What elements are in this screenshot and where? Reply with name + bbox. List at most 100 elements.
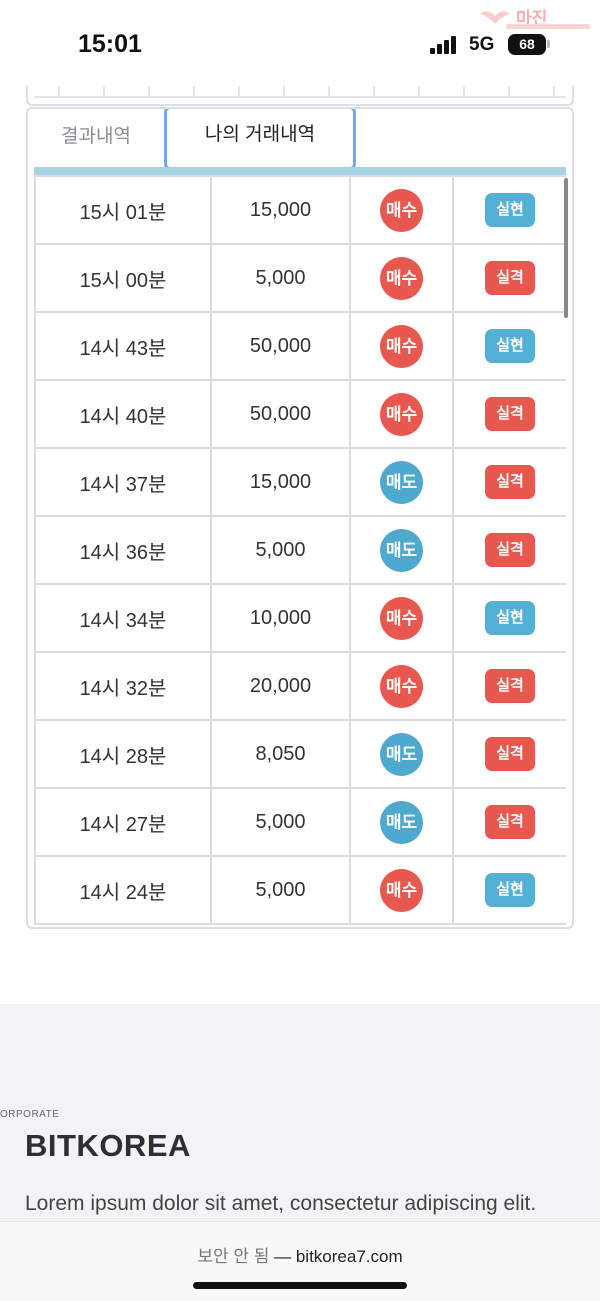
trade-result-cell: 실격: [452, 379, 566, 449]
trade-result-cell: 실격: [452, 787, 566, 857]
sell-badge: 매도: [380, 460, 423, 504]
failed-badge: 실격: [485, 397, 535, 431]
cellular-signal-icon: [430, 36, 462, 54]
trade-time: 15시 00분: [34, 243, 212, 313]
trade-type-cell: 매수: [349, 651, 454, 721]
trade-time: 14시 27분: [34, 787, 212, 857]
table-scrollbar[interactable]: [564, 178, 568, 318]
trade-result-cell: 실격: [452, 651, 566, 721]
trade-result-cell: 실격: [452, 447, 566, 517]
url-separator: —: [274, 1247, 292, 1266]
trade-time: 14시 34분: [34, 583, 212, 653]
status-bar: 15:01 5G 68 마진: [0, 0, 600, 90]
home-indicator[interactable]: [193, 1282, 407, 1289]
trade-type-cell: 매수: [349, 855, 454, 925]
buy-badge: 매수: [380, 324, 423, 368]
trade-table-scroll[interactable]: 15시 01분 15,000 매수 실현 15시 00분 5,000 매수 실격 14시 43분…: [34, 175, 566, 927]
trade-amount: 50,000: [210, 379, 351, 449]
previous-table-remnant: [26, 86, 574, 106]
trade-time: 14시 40분: [34, 379, 212, 449]
buy-badge: 매수: [380, 188, 423, 232]
table-row: 15시 01분 15,000 매수 실현: [34, 175, 566, 245]
clock: 15:01: [78, 30, 142, 58]
trade-type-cell: 매수: [349, 379, 454, 449]
wing-icon: [480, 11, 510, 24]
buy-badge: 매수: [380, 256, 423, 300]
table-row: 14시 40분 50,000 매수 실격: [34, 379, 566, 449]
brand-name: BITKOREA: [25, 1128, 191, 1163]
failed-badge: 실격: [485, 669, 535, 703]
trade-result-cell: 실현: [452, 855, 566, 925]
insecure-label: 보안 안 됨: [197, 1247, 270, 1266]
trade-amount: 5,000: [210, 515, 351, 585]
realized-badge: 실현: [485, 873, 535, 907]
table-header-stripe: [34, 167, 566, 175]
tab-results-history[interactable]: 결과내역: [61, 126, 131, 147]
trade-type-cell: 매수: [349, 311, 454, 381]
failed-badge: 실격: [485, 533, 535, 567]
realized-badge: 실현: [485, 193, 535, 227]
trade-result-cell: 실격: [452, 243, 566, 313]
trade-amount: 5,000: [210, 787, 351, 857]
failed-badge: 실격: [485, 805, 535, 839]
buy-badge: 매수: [380, 596, 423, 640]
trade-amount: 8,050: [210, 719, 351, 789]
sell-badge: 매도: [380, 732, 423, 776]
sell-badge: 매도: [380, 528, 423, 572]
trade-type-cell: 매도: [349, 787, 454, 857]
trade-time: 14시 32분: [34, 651, 212, 721]
tab-my-trade-history[interactable]: 나의 거래내역: [164, 109, 356, 170]
footer-description: Lorem ipsum dolor sit amet, consectetur …: [25, 1192, 537, 1215]
trade-result-cell: 실격: [452, 719, 566, 789]
table-row: 14시 37분 15,000 매도 실격: [34, 447, 566, 517]
table-row: 15시 00분 5,000 매수 실격: [34, 243, 566, 313]
url-domain: bitkorea7.com: [295, 1247, 403, 1266]
trade-history-table: 15시 01분 15,000 매수 실현 15시 00분 5,000 매수 실격 14시 43분…: [34, 175, 566, 925]
battery-icon: 68: [508, 34, 546, 55]
trade-amount: 5,000: [210, 855, 351, 925]
trade-amount: 15,000: [210, 447, 351, 517]
table-row: 14시 27분 5,000 매도 실격: [34, 787, 566, 857]
browser-address-bar[interactable]: 보안 안 됨 — bitkorea7.com: [0, 1221, 600, 1301]
table-row: 14시 34분 10,000 매수 실현: [34, 583, 566, 653]
trade-type-cell: 매수: [349, 175, 454, 245]
realized-badge: 실현: [485, 329, 535, 363]
trade-result-cell: 실현: [452, 311, 566, 381]
trade-amount: 50,000: [210, 311, 351, 381]
table-row: 14시 28분 8,050 매도 실격: [34, 719, 566, 789]
site-footer: ORPORATE BITKOREA Lorem ipsum dolor sit …: [0, 1004, 600, 1224]
trade-amount: 15,000: [210, 175, 351, 245]
trade-result-cell: 실격: [452, 515, 566, 585]
table-row: 14시 24분 5,000 매수 실현: [34, 855, 566, 925]
watermark-logo: 마진: [478, 4, 596, 36]
trade-time: 14시 24분: [34, 855, 212, 925]
trade-type-cell: 매도: [349, 447, 454, 517]
trade-amount: 5,000: [210, 243, 351, 313]
trade-result-cell: 실현: [452, 175, 566, 245]
trade-type-cell: 매도: [349, 719, 454, 789]
url-display[interactable]: 보안 안 됨 — bitkorea7.com: [0, 1242, 600, 1267]
trade-type-cell: 매수: [349, 583, 454, 653]
watermark-subline: [506, 24, 590, 29]
trade-type-cell: 매도: [349, 515, 454, 585]
trade-time: 14시 28분: [34, 719, 212, 789]
history-panel: 결과내역 나의 거래내역 15시 01분 15,000 매수 실현 15시 00분 5,0…: [26, 107, 574, 929]
trade-amount: 10,000: [210, 583, 351, 653]
failed-badge: 실격: [485, 465, 535, 499]
realized-badge: 실현: [485, 601, 535, 635]
trade-time: 15시 01분: [34, 175, 212, 245]
trade-time: 14시 36분: [34, 515, 212, 585]
table-row: 14시 36분 5,000 매도 실격: [34, 515, 566, 585]
trade-result-cell: 실현: [452, 583, 566, 653]
corporate-label: ORPORATE: [0, 1109, 60, 1120]
trade-type-cell: 매수: [349, 243, 454, 313]
failed-badge: 실격: [485, 737, 535, 771]
trade-time: 14시 37분: [34, 447, 212, 517]
failed-badge: 실격: [485, 261, 535, 295]
table-row: 14시 43분 50,000 매수 실현: [34, 311, 566, 381]
trade-amount: 20,000: [210, 651, 351, 721]
trade-time: 14시 43분: [34, 311, 212, 381]
watermark-text: 마진: [516, 9, 548, 28]
table-row: 14시 32분 20,000 매수 실격: [34, 651, 566, 721]
battery-tip: [547, 40, 550, 48]
